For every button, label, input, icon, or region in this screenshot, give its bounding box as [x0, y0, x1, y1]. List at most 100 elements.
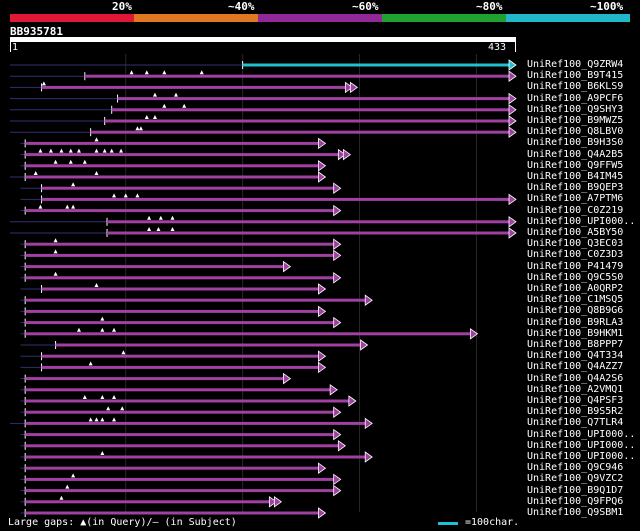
hit-row[interactable]: [20, 159, 327, 172]
hit-aligned-bar[interactable]: [41, 197, 509, 201]
hit-aligned-bar[interactable]: [25, 298, 366, 302]
hit-row[interactable]: [20, 316, 342, 329]
hit-aligned-bar[interactable]: [25, 466, 319, 470]
hit-label[interactable]: UniRef100_B9QEP3: [527, 182, 624, 194]
hit-aligned-bar[interactable]: [90, 130, 509, 134]
hit-label[interactable]: UniRef100_C0Z3D3: [527, 249, 624, 261]
hit-label[interactable]: UniRef100_B9HKM1: [527, 327, 624, 339]
hit-row[interactable]: [20, 406, 342, 418]
hit-label[interactable]: UniRef100_UPI000..: [527, 439, 636, 451]
hit-row[interactable]: [20, 384, 338, 396]
hit-label[interactable]: UniRef100_Q7TLR4: [527, 417, 624, 429]
hit-aligned-bar[interactable]: [41, 354, 319, 358]
hit-aligned-bar[interactable]: [41, 287, 319, 291]
hit-label[interactable]: UniRef100_Q9C946: [527, 462, 624, 474]
hit-label[interactable]: UniRef100_Q9SBM1: [527, 507, 624, 518]
hit-aligned-bar[interactable]: [25, 276, 334, 280]
hit-row[interactable]: [20, 148, 352, 161]
hit-label[interactable]: UniRef100_A0QRP2: [527, 283, 624, 294]
hit-label[interactable]: UniRef100_C0Z219: [527, 204, 624, 216]
hit-label[interactable]: UniRef100_Q9VZC2: [527, 473, 624, 485]
hit-aligned-bar[interactable]: [25, 321, 334, 325]
hit-row[interactable]: [10, 81, 359, 94]
hit-aligned-bar[interactable]: [25, 421, 366, 425]
hit-aligned-bar[interactable]: [25, 489, 334, 493]
hit-row[interactable]: [20, 428, 342, 441]
hit-row[interactable]: [20, 294, 373, 306]
hit-row[interactable]: [20, 451, 373, 463]
hit-aligned-bar[interactable]: [242, 63, 509, 67]
hit-aligned-bar[interactable]: [25, 388, 331, 392]
hit-label[interactable]: UniRef100_Q9SHY3: [527, 103, 624, 115]
hit-aligned-bar[interactable]: [25, 253, 334, 257]
hit-row[interactable]: [20, 204, 342, 217]
hit-aligned-bar[interactable]: [25, 399, 349, 403]
hit-aligned-bar[interactable]: [25, 175, 319, 179]
hit-row[interactable]: [20, 283, 327, 295]
hit-aligned-bar[interactable]: [25, 242, 334, 246]
hit-label[interactable]: UniRef100_B9S5R2: [527, 406, 624, 418]
hit-label[interactable]: UniRef100_B9Q1D7: [527, 484, 624, 496]
hit-row[interactable]: [20, 495, 283, 508]
hit-row[interactable]: [20, 271, 342, 284]
hit-row[interactable]: [20, 193, 517, 206]
hit-label[interactable]: UniRef100_A7PTM6: [527, 193, 624, 205]
hit-row[interactable]: [20, 182, 342, 194]
hit-aligned-bar[interactable]: [25, 265, 284, 269]
hit-label[interactable]: UniRef100_B9T415: [527, 70, 624, 82]
hit-label[interactable]: UniRef100_Q4T334: [527, 350, 624, 362]
hit-row[interactable]: [20, 137, 327, 150]
hit-aligned-bar[interactable]: [84, 74, 509, 78]
hit-aligned-bar[interactable]: [25, 477, 334, 481]
hit-row[interactable]: [10, 115, 517, 127]
hit-label[interactable]: UniRef100_Q8B9G6: [527, 305, 624, 317]
hit-label[interactable]: UniRef100_UPI000..: [527, 428, 636, 440]
hit-row[interactable]: [20, 484, 342, 497]
hit-aligned-bar[interactable]: [41, 186, 334, 190]
hit-row[interactable]: [20, 473, 342, 486]
hit-aligned-bar[interactable]: [25, 332, 471, 336]
hit-label[interactable]: UniRef100_A9PCF6: [527, 92, 624, 104]
hit-row[interactable]: [20, 350, 327, 362]
hit-row[interactable]: [20, 249, 342, 262]
hit-row[interactable]: [10, 70, 517, 82]
hit-label[interactable]: UniRef100_Q4AZZ7: [527, 361, 624, 373]
hit-label[interactable]: UniRef100_Q9ZRW4: [527, 59, 624, 70]
hit-label[interactable]: UniRef100_Q4A2B5: [527, 148, 624, 160]
hit-aligned-bar[interactable]: [25, 141, 319, 145]
hit-aligned-bar[interactable]: [25, 444, 339, 448]
hit-row[interactable]: [20, 440, 347, 452]
hit-label[interactable]: UniRef100_P41479: [527, 260, 624, 272]
hit-row[interactable]: [20, 339, 369, 351]
hit-row[interactable]: [20, 361, 327, 374]
hit-label[interactable]: UniRef100_C1MSQ5: [527, 294, 624, 306]
hit-label[interactable]: UniRef100_A2VMQ1: [527, 383, 624, 395]
hit-aligned-bar[interactable]: [25, 500, 270, 504]
hit-aligned-bar[interactable]: [25, 455, 366, 459]
hit-row[interactable]: [10, 417, 373, 430]
hit-aligned-bar[interactable]: [111, 108, 509, 112]
hit-label[interactable]: UniRef100_Q9C5S0: [527, 271, 624, 283]
hit-row[interactable]: [20, 462, 327, 474]
hit-aligned-bar[interactable]: [25, 377, 284, 381]
hit-label[interactable]: UniRef100_B9RLA3: [527, 316, 624, 328]
hit-row[interactable]: [20, 327, 479, 340]
hit-label[interactable]: UniRef100_B8PPP7: [527, 339, 624, 350]
hit-aligned-bar[interactable]: [25, 209, 334, 213]
hit-label[interactable]: UniRef100_B4IM45: [527, 171, 624, 182]
hit-row[interactable]: [20, 260, 292, 273]
hit-label[interactable]: UniRef100_Q4PSF3: [527, 395, 624, 406]
hit-label[interactable]: UniRef100_B9H3S0: [527, 137, 624, 149]
hit-aligned-bar[interactable]: [25, 153, 339, 157]
hit-label[interactable]: UniRef100_A5BY50: [527, 227, 624, 238]
hit-aligned-bar[interactable]: [55, 343, 361, 347]
hit-aligned-bar[interactable]: [104, 119, 509, 123]
hit-aligned-bar[interactable]: [41, 85, 346, 89]
hit-aligned-bar[interactable]: [107, 220, 510, 224]
hit-label[interactable]: UniRef100_Q3EC03: [527, 238, 624, 250]
hit-label[interactable]: UniRef100_Q9FFW5: [527, 159, 624, 171]
hit-aligned-bar[interactable]: [25, 309, 319, 313]
hit-row[interactable]: [10, 92, 517, 105]
hit-label[interactable]: UniRef100_B6KLS9: [527, 81, 624, 93]
hit-aligned-bar[interactable]: [25, 410, 334, 414]
